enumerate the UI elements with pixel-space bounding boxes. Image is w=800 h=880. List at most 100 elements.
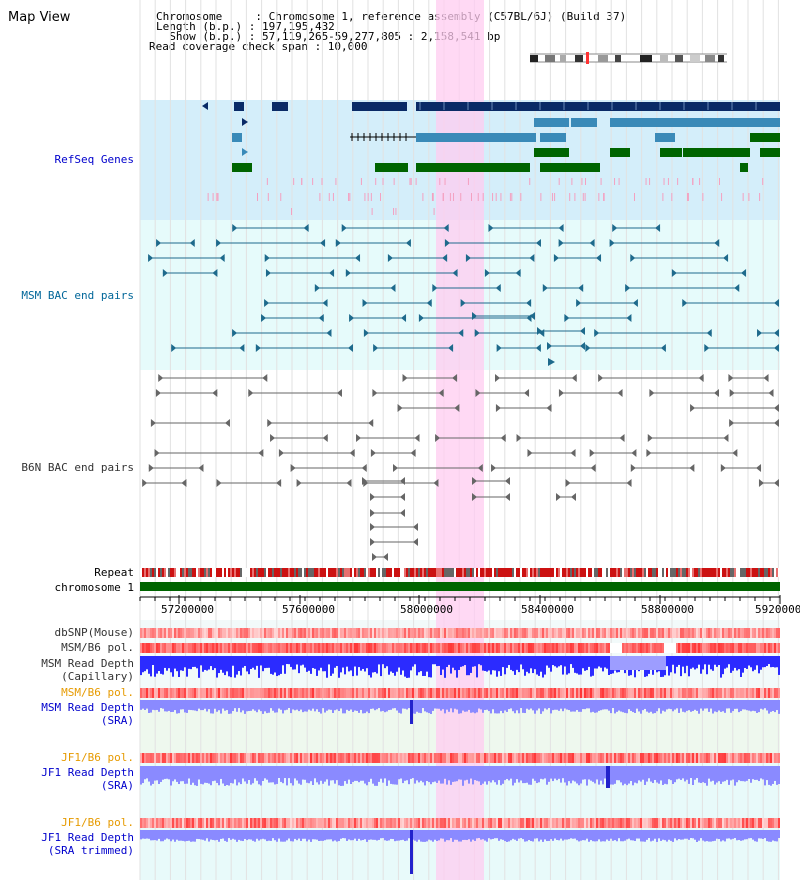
msm-b6-pol-heat-cell [218, 643, 220, 653]
repeat-segment [248, 568, 250, 577]
repeat-segment [412, 568, 414, 577]
msm-b6-pol-heat-cell [440, 643, 442, 653]
jf1-trim-depth-bar [626, 830, 628, 840]
msm-b6-pol-heat-cell [554, 643, 556, 653]
msm-b6-pol-heat-cell [580, 643, 582, 653]
jf1-trim-depth-bar [678, 830, 680, 840]
msm-sra-depth-bar [436, 700, 438, 709]
msm-capillary-depth-bar [762, 656, 764, 668]
repeat-segment [770, 568, 772, 577]
msm-sra-depth-bar [170, 700, 172, 713]
msm-b6-pol-sra-heat-cell [472, 688, 474, 698]
jf1-trim-depth-bar [572, 830, 574, 839]
jf1-b6-pol-heat-cell [148, 753, 150, 763]
jf1-b6-pol-trim-heat-cell [158, 818, 160, 828]
jf1-b6-pol-trim-heat-cell [348, 818, 350, 828]
msm-sra-depth-bar [390, 700, 392, 710]
dbsnp-heat-cell [738, 628, 740, 638]
bac-end-marker [267, 419, 273, 427]
msm-sra-depth-bar [766, 700, 768, 711]
jf1-sra-depth-bar [674, 766, 676, 783]
msm-sra-depth-bar [432, 700, 434, 711]
dbsnp-heat-cell [332, 628, 334, 638]
msm-capillary-depth-bar [294, 656, 296, 670]
repeat-segment [596, 568, 598, 577]
jf1-b6-pol-trim-heat-cell [318, 818, 320, 828]
msm-capillary-depth-bar [598, 656, 600, 667]
jf1-b6-pol-trim-heat-cell [310, 818, 312, 828]
msm-capillary-depth-bar [198, 656, 200, 678]
dbsnp-heat-cell [304, 628, 306, 638]
jf1-sra-depth-bar [402, 766, 404, 784]
msm-capillary-depth-bar [486, 656, 488, 672]
msm-b6-pol-heat-cell [356, 643, 358, 653]
b6n-bac-label[interactable]: B6N BAC end pairs [21, 461, 134, 474]
msm-sra-depth-bar [200, 700, 202, 711]
jf1-sra-depth-bar [196, 766, 198, 786]
jf1-sra-depth-bar [316, 766, 318, 783]
jf1-trim-depth-bar [166, 830, 168, 839]
dbsnp-heat-cell [496, 628, 498, 638]
dbsnp-heat-cell [628, 628, 630, 638]
jf1-b6-pol-trim-heat-cell [340, 818, 342, 828]
msm-sra-depth-bar [236, 700, 238, 712]
msm-sra-depth-bar [414, 700, 416, 714]
msm-capillary-depth-bar [596, 656, 598, 669]
msm-sra-depth-bar [406, 700, 408, 710]
jf1-sra-depth-bar [342, 766, 344, 786]
msm-capillary-depth-bar [252, 656, 254, 668]
jf1-b6-pol-heat-cell [580, 753, 582, 763]
bac-end-marker [276, 479, 282, 487]
msm-b6-pol-sra-heat-cell [764, 688, 766, 698]
msm-b6-pol-heat-cell [142, 643, 144, 653]
dbsnp-heat-cell [390, 628, 392, 638]
msm-b6-pol-sra-heat-cell [256, 688, 258, 698]
dbsnp-heat-cell [248, 628, 250, 638]
jf1-b6-pol-heat-cell [178, 753, 180, 763]
jf1-sra-depth-bar [772, 766, 774, 784]
msm-b6-pol-sra-heat-cell [272, 688, 274, 698]
dbsnp-heat-cell [230, 628, 232, 638]
jf1-trim-depth-bar [238, 830, 240, 840]
jf1-trim-depth-bar [376, 830, 378, 841]
msm-capillary-depth-bar [374, 656, 376, 673]
dbsnp-heat-cell [212, 628, 214, 638]
jf1-trim-depth-bar [172, 830, 174, 840]
msm-b6-pol-sra-heat-cell [240, 688, 242, 698]
msm-b6-pol-heat-cell [578, 643, 580, 653]
jf1-b6-pol-trim-heat-cell [164, 818, 166, 828]
jf1-b6-pol-heat-cell [694, 753, 696, 763]
repeat-segment [476, 568, 478, 577]
jf1-b6-pol-trim-heat-cell [314, 818, 316, 828]
dbsnp-heat-cell [192, 628, 194, 638]
repeat-segment [270, 568, 272, 577]
msm-capillary-depth-bar [530, 656, 532, 669]
msm-sra-depth-bar [686, 700, 688, 711]
dbsnp-heat-cell [246, 628, 248, 638]
msm-bac-label[interactable]: MSM BAC end pairs [21, 289, 134, 302]
jf1-b6-pol-heat-cell [678, 753, 680, 763]
jf1-sra-depth-bar [746, 766, 748, 781]
jf1-b6-pol-trim-heat-cell [632, 818, 634, 828]
jf1-b6-pol-heat-cell [502, 753, 504, 763]
jf1-b6-pol-trim-heat-cell [400, 818, 402, 828]
jf1-trim-depth-bar [318, 830, 320, 842]
dbsnp-heat-cell [170, 628, 172, 638]
msm-sra-depth-bar [746, 700, 748, 711]
msm-sra-depth-bar [620, 700, 622, 712]
jf1-b6-pol-heat-cell [728, 753, 730, 763]
refseq-genes-label[interactable]: RefSeq Genes [54, 153, 134, 166]
jf1-b6-pol-heat-cell [328, 753, 330, 763]
jf1-trim-depth-bar [700, 830, 702, 839]
dbsnp-heat-cell [364, 628, 366, 638]
msm-sra-depth-bar [690, 700, 692, 712]
msm-b6-pol-sra-heat-cell [366, 688, 368, 698]
jf1-b6-pol-heat-cell [632, 753, 634, 763]
dbsnp-heat-cell [326, 628, 328, 638]
jf1-b6-pol-trim-heat-cell [630, 818, 632, 828]
msm-sra-depth-bar [542, 700, 544, 712]
jf1-b6-pol-heat-cell [356, 753, 358, 763]
msm-b6-pol-sra-heat-cell [552, 688, 554, 698]
jf1-trim-depth-bar [476, 830, 478, 839]
